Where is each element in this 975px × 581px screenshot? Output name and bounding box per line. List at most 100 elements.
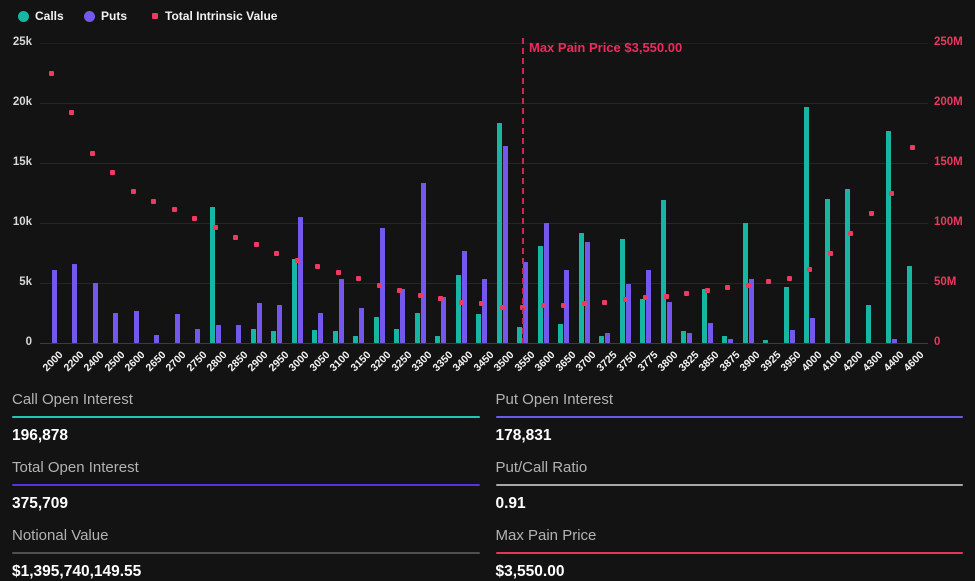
call-bar [312,329,317,343]
left-axis-tick-label: 0 [25,336,32,348]
intrinsic-value-dot [89,150,95,156]
stats-panel: Call Open Interest 196,878 Put Open Inte… [0,383,975,581]
gridline [40,103,928,104]
call-bar [763,340,768,343]
call-bar [496,123,502,343]
call-bar [578,232,584,343]
intrinsic-value-dot [766,279,771,285]
put-bar [441,297,446,343]
call-bar [722,335,727,343]
legend-puts-label: Puts [101,9,128,23]
call-bar [640,298,645,343]
max-pain-annotation: Max Pain Price $3,550.00 [529,40,683,55]
left-axis-tick-label: 5k [19,276,32,288]
put-bar [789,329,795,343]
stat-value: 375,709 [12,495,69,512]
intrinsic-value-dot [684,291,689,297]
legend-item-intrinsic-value[interactable]: Total Intrinsic Value [152,9,277,23]
intrinsic-value-dot [868,210,874,216]
put-bar [523,262,528,343]
call-bar [414,313,420,343]
legend-intrinsic-label: Total Intrinsic Value [165,9,278,23]
x-axis-line [40,343,928,344]
stat-value: 178,831 [495,427,552,444]
stat-underline [495,484,963,486]
stat-label: Total Open Interest [12,459,139,476]
put-bar [195,328,200,343]
intrinsic-value-dot [643,294,648,300]
stat-underline [12,484,480,486]
intrinsic-value-dot [499,304,505,310]
right-axis-tick-label: 0 [934,336,941,348]
stat-value: 0.91 [495,495,526,512]
intrinsic-value-dot [807,267,812,273]
put-bar [92,283,98,343]
call-bar [394,328,399,343]
gridline [40,163,928,164]
put-bar [215,325,221,343]
calls-series-icon [18,10,29,22]
put-bar [892,338,897,343]
call-bar [332,331,338,343]
call-bar [886,130,891,343]
put-bar [461,250,467,343]
right-axis-tick-label: 50M [934,276,957,288]
legend-item-puts[interactable]: Puts [84,9,127,23]
put-bar [625,284,631,343]
right-axis-tick-label: 200M [934,96,963,108]
stat-value: 196,878 [12,427,69,444]
put-bar [359,308,364,343]
gridline [40,223,928,224]
call-bar [517,327,522,343]
intrinsic-value-series-icon [152,13,158,19]
put-bar [277,304,282,343]
call-bar [865,304,871,343]
put-bar [318,313,323,343]
put-bar [584,242,590,343]
max-pain-line [521,38,524,343]
chart-legend: Calls Puts Total Intrinsic Value [0,0,975,28]
intrinsic-value-dot [561,303,566,309]
intrinsic-value-dot [294,257,300,263]
intrinsic-value-dot [909,144,915,150]
put-bar [174,314,180,343]
intrinsic-value-dot [335,269,341,275]
call-bar [353,335,358,343]
stat-underline [495,416,963,418]
put-bar [646,269,651,343]
intrinsic-value-dot [745,282,751,288]
call-bar [845,189,850,343]
intrinsic-value-dot [192,215,197,221]
put-bar [113,313,118,343]
intrinsic-value-dot [274,250,279,256]
put-bar [256,303,262,343]
put-bar [564,269,569,343]
puts-series-icon [84,10,95,22]
stat-label: Put/Call Ratio [495,459,588,476]
legend-item-calls[interactable]: Calls [18,9,64,23]
call-bar [824,199,830,343]
legend-calls-label: Calls [35,9,64,23]
intrinsic-value-dot [438,296,443,302]
call-bar [681,331,686,343]
intrinsic-value-dot [458,299,464,305]
intrinsic-value-dot [110,170,115,176]
intrinsic-value-dot [315,263,320,269]
put-bar [810,317,815,343]
intrinsic-value-dot [581,300,587,306]
call-bar [537,245,543,343]
call-bar [906,266,912,343]
intrinsic-value-dot [130,189,136,195]
left-axis-tick-label: 25k [12,36,32,48]
call-bar [435,335,440,343]
right-axis-tick-label: 250M [934,36,963,48]
left-axis-tick-label: 20k [12,96,32,108]
call-bar [558,323,563,343]
intrinsic-value-dot [376,282,382,288]
call-bar [701,289,707,343]
left-axis-tick-label: 15k [12,156,32,168]
stat-label: Call Open Interest [12,391,133,408]
put-bar [707,322,713,343]
intrinsic-value-dot [786,275,792,281]
